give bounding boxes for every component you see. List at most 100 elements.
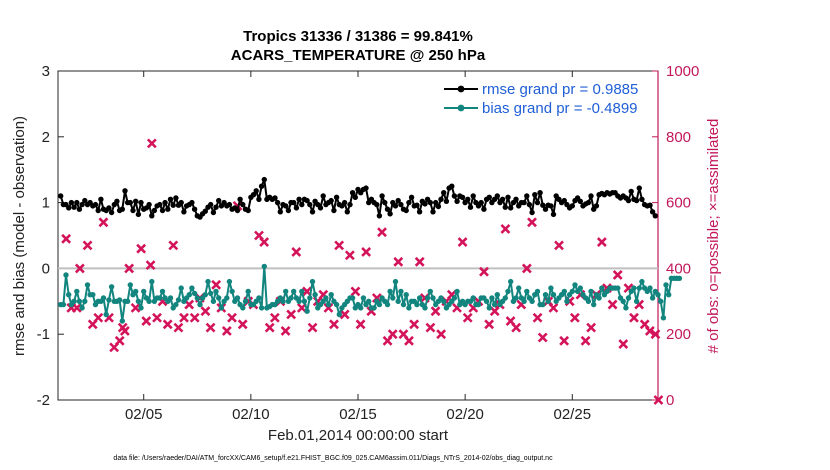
bias-point <box>280 298 286 304</box>
obs-marker <box>98 217 109 228</box>
rmse-point <box>433 199 439 206</box>
rmse-point <box>261 176 267 183</box>
bias-point <box>416 295 423 301</box>
bias-point <box>599 285 605 291</box>
obs-marker <box>479 266 489 277</box>
obs-marker <box>596 237 607 247</box>
rmse-point <box>422 201 428 207</box>
bias-point <box>540 301 546 308</box>
obs-marker <box>61 233 72 244</box>
rmse-point <box>513 196 519 202</box>
rmse-point <box>130 207 136 214</box>
bias-point <box>301 298 308 304</box>
rmse-point <box>119 206 126 212</box>
bias-point <box>328 292 334 298</box>
bias-point <box>406 305 412 311</box>
rmse-point <box>191 206 198 212</box>
rmse-point <box>508 205 514 211</box>
bias-point <box>208 290 214 297</box>
bias-point <box>304 308 310 314</box>
bias-point <box>475 301 482 308</box>
rmse-point <box>633 197 640 204</box>
bias-point <box>620 298 626 304</box>
obs-marker <box>162 319 173 330</box>
rmse-point <box>74 199 80 206</box>
y-tick-label: 2 <box>42 129 50 146</box>
bias-point <box>371 305 377 311</box>
y-right-tick-label: 0 <box>666 392 674 409</box>
rmse-point <box>561 197 567 204</box>
obs-marker <box>114 335 125 346</box>
rmse-point <box>494 193 500 199</box>
bias-point <box>213 288 219 295</box>
bias-point <box>100 295 107 301</box>
rmse-point <box>347 201 353 208</box>
rmse-point <box>68 199 75 206</box>
rmse-point <box>478 199 484 206</box>
rmse-point <box>167 196 174 202</box>
bias-point <box>655 292 661 298</box>
rmse-point <box>307 201 313 208</box>
rmse-point <box>435 203 442 210</box>
bias-point <box>508 278 514 285</box>
bias-point <box>486 305 492 311</box>
y-right-tick-label: 800 <box>666 129 691 146</box>
rmse-point <box>408 194 415 200</box>
legend-bias-marker <box>457 104 465 112</box>
rmse-point <box>398 201 404 208</box>
rmse-point <box>149 213 155 219</box>
obs-marker <box>484 319 495 330</box>
obs-marker <box>559 335 570 346</box>
bias-point <box>666 292 672 298</box>
obs-marker <box>548 302 559 313</box>
rmse-point <box>550 211 557 218</box>
bias-point <box>224 295 230 301</box>
obs-marker <box>650 329 661 340</box>
legend-rmse-label: rmse grand pr = 0.9885 <box>482 81 638 98</box>
obs-marker <box>393 256 404 267</box>
rmse-point <box>505 194 511 200</box>
obs-marker <box>521 263 532 274</box>
rmse-point <box>542 206 549 212</box>
bias-point <box>660 315 667 321</box>
obs-marker <box>629 312 639 323</box>
bias-point <box>376 301 383 308</box>
bias-point <box>366 298 372 304</box>
rmse-point <box>529 209 535 216</box>
bias-point <box>245 288 251 295</box>
rmse-point <box>392 203 399 209</box>
rmse-point <box>320 193 326 199</box>
obs-marker <box>82 240 93 251</box>
x-tick-label: 02/20 <box>446 406 484 423</box>
y-axis-label: rmse and bias (model - observation) <box>11 116 28 356</box>
bias-point <box>240 305 246 311</box>
rmse-point <box>234 207 241 214</box>
bias-point <box>516 285 522 291</box>
rmse-point <box>625 197 632 204</box>
rmse-point <box>58 193 64 199</box>
obs-marker <box>511 322 522 333</box>
obs-marker <box>618 339 629 349</box>
rmse-point <box>291 199 297 206</box>
bias-point <box>491 301 498 308</box>
rmse-point <box>427 199 433 206</box>
bias-point <box>71 298 77 304</box>
rmse-point <box>406 199 412 206</box>
bias-point <box>639 278 645 285</box>
bias-point <box>229 288 235 295</box>
bias-point <box>336 311 342 318</box>
obs-marker <box>339 309 350 320</box>
bias-point <box>106 297 112 303</box>
rmse-point <box>82 197 88 204</box>
rmse-point <box>502 204 508 210</box>
bias-point <box>561 288 567 295</box>
obs-marker <box>350 286 361 297</box>
bias-point <box>119 318 126 324</box>
bias-point <box>414 301 420 308</box>
rmse-point <box>577 198 583 204</box>
rmse-point <box>317 205 324 211</box>
rmse-point <box>344 209 350 215</box>
y-tick-label: 0 <box>42 260 50 277</box>
obs-marker <box>414 256 425 267</box>
rmse-point <box>459 194 466 200</box>
